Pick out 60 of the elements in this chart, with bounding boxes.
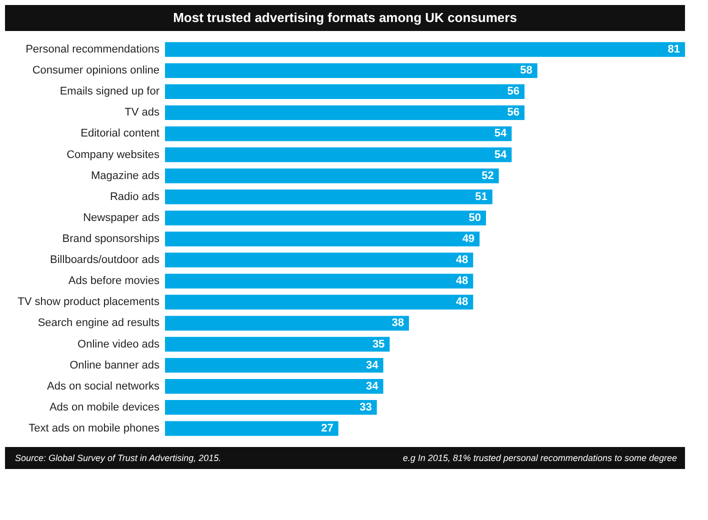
y-tick-label: Magazine ads: [91, 170, 160, 182]
data-label: 52: [482, 170, 494, 182]
data-label: 54: [494, 128, 508, 140]
bar: [165, 316, 409, 331]
bar: [165, 84, 525, 99]
data-label: 58: [520, 64, 532, 77]
bar: [165, 210, 486, 226]
y-tick-label: Personal recommendations: [26, 44, 160, 56]
data-label: 27: [321, 422, 334, 434]
bar: [165, 168, 499, 184]
bar: [165, 400, 377, 415]
bar: [165, 126, 512, 142]
data-label: 51: [475, 190, 488, 203]
bar: [165, 358, 384, 373]
data-label: 49: [462, 233, 475, 245]
y-tick-label: Search engine ad results: [38, 317, 160, 330]
bar: [165, 63, 538, 78]
text: e.g In 2015, 81% trusted personal recommendations to some degree: [402, 453, 677, 463]
bar: [165, 274, 474, 288]
y-tick-label: Ads before movies: [68, 275, 160, 288]
data-label: 34: [366, 380, 380, 392]
y-tick-label: Radio ads: [110, 190, 160, 203]
data-label: 56: [507, 86, 520, 98]
y-tick-label: Company websites: [66, 148, 160, 161]
y-tick-label: Billboards/outdoor ads: [50, 254, 160, 266]
bar: [165, 421, 338, 436]
data-label: 81: [668, 44, 680, 56]
data-label: 48: [456, 275, 468, 288]
data-label: 56: [507, 106, 520, 119]
data-label: 34: [366, 359, 380, 372]
y-tick-label: Ads on social networks: [47, 380, 160, 392]
bar: [165, 336, 390, 352]
y-tick-label: Text ads on mobile phones: [28, 422, 160, 434]
y-tick-label: Ads on mobile devices: [49, 401, 160, 414]
bar: [165, 105, 525, 120]
bar: [165, 252, 474, 268]
data-label: 48: [456, 296, 468, 308]
data-label: 33: [360, 401, 372, 414]
chart-title: Most trusted advertising formats among UK consumers: [173, 10, 517, 25]
bar: [165, 147, 512, 162]
bar: [165, 232, 480, 246]
bar: [165, 294, 474, 310]
bar: [165, 42, 685, 57]
y-tick-label: Online banner ads: [70, 359, 160, 372]
data-label: 48: [456, 254, 468, 266]
y-tick-label: Newspaper ads: [83, 212, 160, 224]
y-tick-label: Brand sponsorships: [62, 233, 160, 245]
bar: [165, 190, 492, 204]
data-label: 38: [392, 317, 404, 330]
y-tick-label: Consumer opinions online: [32, 64, 160, 77]
bar: [165, 379, 384, 394]
data-label: 50: [468, 212, 481, 224]
y-tick-label: TV show product placements: [18, 296, 160, 308]
y-tick-label: TV ads: [124, 106, 160, 119]
y-tick-label: Online video ads: [78, 338, 160, 350]
y-tick-label: Editorial content: [80, 128, 160, 140]
data-label: 35: [372, 338, 385, 350]
y-tick-label: Emails signed up for: [60, 86, 160, 98]
source-note: Source: Global Survey of Trust in Advertising, 2015.: [15, 453, 222, 463]
data-label: 54: [494, 148, 508, 161]
